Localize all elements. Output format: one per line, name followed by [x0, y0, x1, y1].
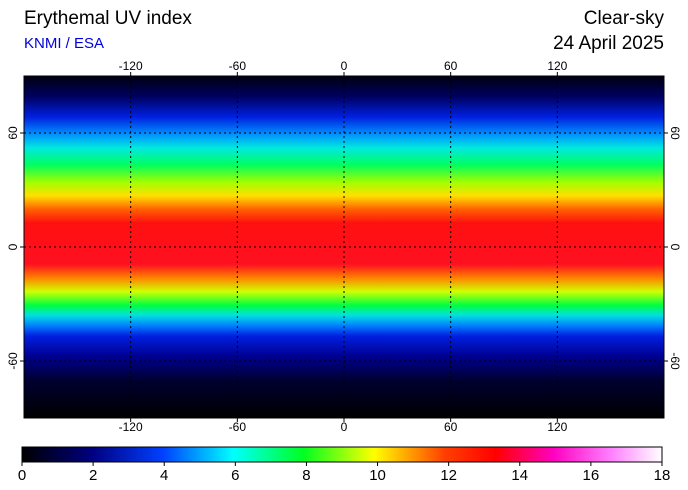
lon-label-bottom: 0: [341, 420, 348, 434]
lon-label-bottom: -60: [229, 420, 247, 434]
colorbar-label: 0: [18, 467, 26, 484]
lon-label-top: -120: [119, 59, 143, 73]
lon-label-top: 120: [547, 59, 567, 73]
lat-label-left: -60: [6, 352, 20, 370]
lon-label-top: -60: [229, 59, 247, 73]
source: KNMI / ESA: [24, 35, 104, 52]
date: 24 April 2025: [553, 33, 664, 54]
lon-label-top: 0: [341, 59, 348, 73]
colorbar-label: 12: [440, 467, 457, 484]
colorbar-label: 6: [231, 467, 239, 484]
lon-label-bottom: 120: [547, 420, 567, 434]
colorbar-label: 10: [369, 467, 386, 484]
colorbar-label: 14: [511, 467, 528, 484]
colorbar-label: 2: [89, 467, 97, 484]
lon-label-bottom: 60: [444, 420, 458, 434]
lat-label-right: 60: [668, 126, 682, 140]
title: Erythemal UV index: [24, 8, 192, 29]
colorbar-label: 8: [302, 467, 310, 484]
lat-label-left: 0: [6, 243, 20, 250]
condition: Clear-sky: [584, 8, 665, 29]
colorbar: [21, 446, 663, 463]
lat-label-left: 60: [6, 126, 20, 140]
lat-label-right: 0: [668, 244, 682, 251]
colorbar-label: 4: [160, 467, 168, 484]
lon-label-bottom: -120: [119, 420, 143, 434]
lon-label-top: 60: [444, 59, 458, 73]
graticule: [24, 76, 664, 418]
colorbar-label: 16: [583, 467, 600, 484]
lat-label-right: -60: [668, 352, 682, 370]
colorbar-label: 18: [654, 467, 671, 484]
